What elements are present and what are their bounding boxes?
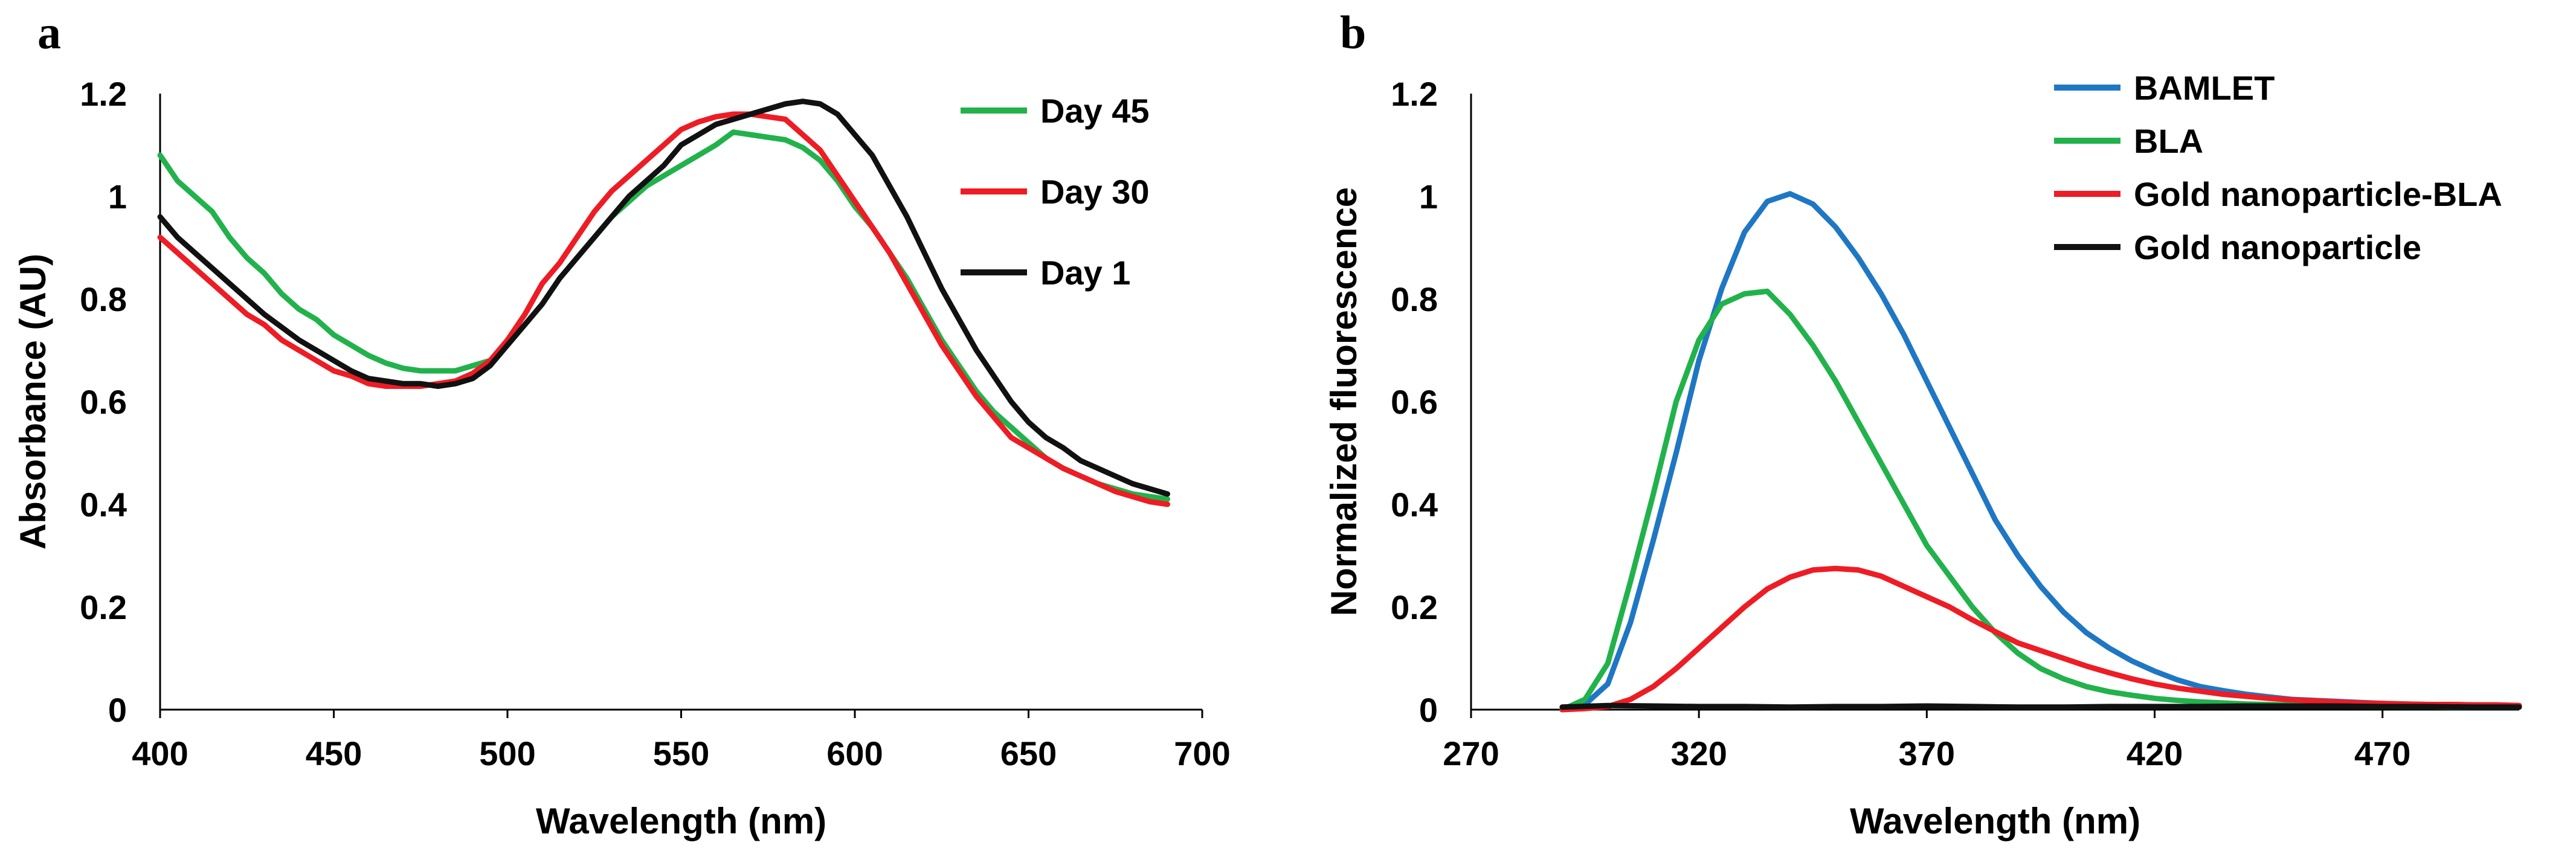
chart-b-legend-label-bla: BLA xyxy=(2134,122,2203,160)
chart-a-ytick-label: 1.2 xyxy=(80,75,127,113)
chart-a-legend-label-day-30: Day 30 xyxy=(1040,173,1150,211)
chart-b-xtick-label: 370 xyxy=(1899,734,1955,772)
chart-b-legend-label-gold-nanoparticle: Gold nanoparticle xyxy=(2134,228,2421,266)
chart-a-xtick-label: 500 xyxy=(479,734,535,772)
chart-a-xtick-label: 600 xyxy=(826,734,883,772)
chart-b-ytick-label: 0.2 xyxy=(1391,588,1438,626)
chart-b-legend-label-bamlet: BAMLET xyxy=(2134,69,2275,107)
chart-b-xtick-label: 420 xyxy=(2127,734,2183,772)
chart-a-xtick-label: 450 xyxy=(306,734,362,772)
chart-b-legend-label-gold-nanoparticle-bla: Gold nanoparticle-BLA xyxy=(2134,175,2502,213)
chart-b-ytick-label: 1 xyxy=(1419,178,1438,216)
chart-b-ytick-label: 0.4 xyxy=(1391,486,1438,524)
chart-b-series-bamlet xyxy=(1559,191,2522,713)
chart-a-xtick-label: 550 xyxy=(653,734,709,772)
chart-a-xtick-label: 650 xyxy=(1000,734,1057,772)
chart-b-ytick-label: 0.6 xyxy=(1391,383,1438,421)
chart-a-ytick-label: 0.8 xyxy=(80,280,127,318)
chart-b-xtick-label: 320 xyxy=(1670,734,1727,772)
chart-a-series-day-45 xyxy=(157,129,1170,502)
chart-a-series-day-1 xyxy=(157,98,1170,497)
chart-b-xtick-label: 270 xyxy=(1443,734,1499,772)
chart-a-absorbance: 0 0.2 0.4 0.6 0.8 1 1.2 400 450 500 550 600 650 700 Wa… xyxy=(13,75,1231,841)
chart-a-ytick-label: 1 xyxy=(108,178,127,216)
chart-a-xtick-label: 700 xyxy=(1174,734,1230,772)
chart-a-x-axis-title: Wavelength (nm) xyxy=(536,801,826,841)
chart-b-ytick-label: 0 xyxy=(1419,691,1438,729)
chart-b-xtick-label: 470 xyxy=(2354,734,2410,772)
chart-b-y-axis-title: Normalized fluorescence xyxy=(1324,187,1364,616)
chart-a-legend-label-day-45: Day 45 xyxy=(1040,92,1150,130)
chart-a-y-axis-title: Absorbance (AU) xyxy=(13,254,53,550)
chart-a-ytick-label: 0.6 xyxy=(80,383,127,421)
panel-a-letter: a xyxy=(37,6,61,59)
chart-a-xtick-label: 400 xyxy=(132,734,188,772)
panel-b-letter: b xyxy=(1340,6,1366,59)
chart-b-series-gold-nanoparticle xyxy=(1559,702,2522,710)
chart-b-x-axis-title: Wavelength (nm) xyxy=(1850,801,2140,841)
chart-a-series-day-30 xyxy=(157,111,1170,507)
chart-b-ytick-label: 0.8 xyxy=(1391,280,1438,318)
chart-a-ytick-label: 0.2 xyxy=(80,588,127,626)
chart-b-series-bla xyxy=(1559,288,2522,713)
chart-b-ytick-label: 1.2 xyxy=(1391,75,1438,113)
chart-a-ytick-label: 0.4 xyxy=(80,486,127,524)
chart-a-legend-label-day-1: Day 1 xyxy=(1040,254,1130,292)
chart-b-fluorescence: 0 0.2 0.4 0.6 0.8 1 1.2 270 320 370 420 470 Waveleng… xyxy=(1324,69,2522,841)
chart-a-ytick-label: 0 xyxy=(108,691,127,729)
chart-b-series-gold-nanoparticle-bla xyxy=(1559,565,2522,713)
